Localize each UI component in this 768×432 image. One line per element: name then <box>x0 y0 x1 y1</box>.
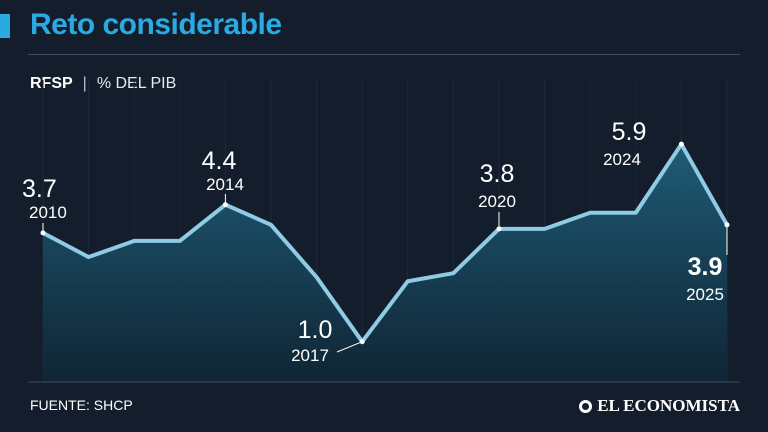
subtitle-separator: | <box>82 75 87 92</box>
annotation-year-label: 2017 <box>291 346 329 365</box>
annotation-year-label: 2010 <box>29 203 67 222</box>
annotation-value: 5.9 <box>612 118 647 146</box>
chart-title: Reto considerable <box>30 8 282 41</box>
annotation-year-label: 2025 <box>686 285 724 304</box>
annotation-value: 3.9 <box>688 253 723 281</box>
annotation-marker <box>222 202 228 208</box>
title-accent-bar <box>0 14 10 38</box>
annotation-marker <box>724 222 730 228</box>
annotation-marker <box>496 226 502 232</box>
brand-logo: EL ECONOMISTA <box>579 396 740 416</box>
annotation-value: 4.4 <box>202 147 237 175</box>
series-label: RFSP <box>30 75 73 92</box>
annotation-year-label: 2024 <box>603 150 641 169</box>
annotation-marker <box>359 339 365 345</box>
annotation-value: 3.8 <box>480 160 515 188</box>
annotation-year-label: 2020 <box>478 192 516 211</box>
brand-name: EL ECONOMISTA <box>597 396 740 415</box>
annotation-leader <box>336 341 363 353</box>
annotation-marker <box>678 141 684 147</box>
annotation-value: 3.7 <box>22 175 57 203</box>
source-note: FUENTE: SHCP <box>30 397 133 413</box>
title-divider <box>28 54 740 55</box>
series-line <box>41 142 729 344</box>
unit-label: % DEL PIB <box>96 75 177 92</box>
annotation-year-label: 2014 <box>206 175 244 194</box>
brand-circle-icon <box>579 399 593 413</box>
area-fill <box>43 144 727 382</box>
chart-subtitle: RFSP | % DEL PIB <box>30 75 176 93</box>
annotation-marker <box>40 230 46 236</box>
annotation-value: 1.0 <box>298 316 333 344</box>
